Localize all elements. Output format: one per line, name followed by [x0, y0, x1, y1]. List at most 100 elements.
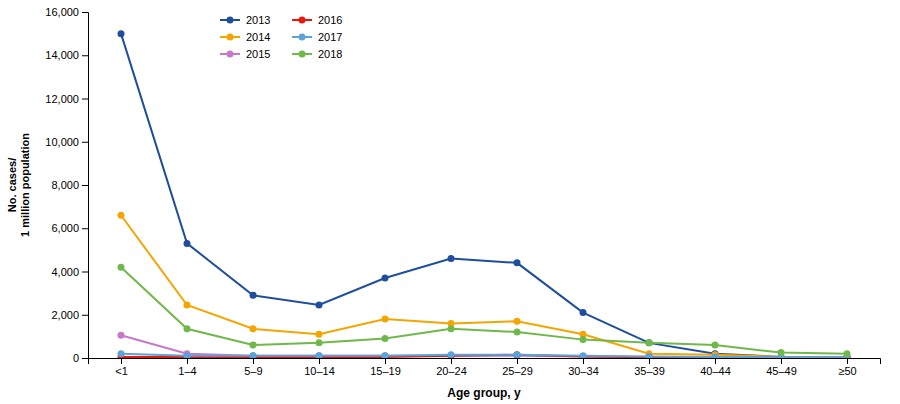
- tick-label: 2,000: [51, 309, 79, 321]
- marker: [646, 353, 653, 358]
- tick-mark: [82, 358, 88, 359]
- tick-mark: [187, 358, 188, 364]
- series-markers: [118, 332, 851, 358]
- tick-label: 1–4: [178, 365, 196, 377]
- marker: [712, 354, 719, 358]
- marker: [580, 352, 587, 358]
- marker: [646, 354, 653, 358]
- marker: [184, 240, 191, 247]
- series-markers: [118, 30, 851, 358]
- tick-mark: [253, 358, 254, 364]
- tick-mark: [82, 142, 88, 143]
- marker: [646, 339, 653, 346]
- marker: [316, 302, 323, 309]
- marker: [382, 352, 389, 358]
- tick: 4,000: [51, 266, 88, 278]
- tick: 5–9: [244, 358, 262, 377]
- marker: [316, 352, 323, 358]
- tick-mark: [82, 12, 88, 13]
- tick-mark: [385, 358, 386, 364]
- tick-label: 8,000: [51, 179, 79, 191]
- marker: [580, 353, 587, 358]
- marker: [580, 353, 587, 358]
- axis-line: [82, 13, 89, 359]
- legend-label: 2014: [246, 31, 270, 43]
- tick: 20–24: [436, 358, 467, 377]
- legend-label: 2015: [246, 48, 270, 60]
- marker: [580, 336, 587, 343]
- chart: 02,0004,0006,0008,00010,00012,00014,0001…: [0, 0, 900, 404]
- tick: 0: [73, 352, 88, 364]
- marker: [118, 30, 125, 37]
- tick: 15–19: [370, 358, 401, 377]
- tick: 14,000: [45, 49, 88, 61]
- legend-swatch-marker: [299, 34, 306, 41]
- axis-line: [89, 359, 881, 365]
- marker: [118, 212, 125, 219]
- series-line: [121, 354, 847, 358]
- legend-swatch-marker: [227, 17, 234, 24]
- marker: [514, 351, 521, 358]
- tick-label: 30–34: [568, 365, 599, 377]
- series-markers: [118, 351, 851, 358]
- tick-label: 5–9: [244, 365, 262, 377]
- tick-label: <1: [115, 365, 128, 377]
- tick-mark: [781, 358, 782, 364]
- tick-label: ≥50: [838, 365, 856, 377]
- legend-item: 2014: [220, 31, 270, 43]
- tick: 10–14: [304, 358, 335, 377]
- legend-item: 2018: [292, 48, 342, 60]
- marker: [448, 351, 455, 358]
- marker: [712, 342, 719, 349]
- marker: [184, 352, 191, 358]
- tick: ≥50: [838, 358, 856, 377]
- tick: <1: [115, 358, 128, 377]
- tick-mark: [649, 358, 650, 364]
- tick: 6,000: [51, 222, 88, 234]
- tick-label: 25–29: [502, 365, 533, 377]
- tick-mark: [121, 358, 122, 364]
- plot-area: [118, 30, 851, 358]
- marker: [118, 332, 125, 339]
- legend-swatch-marker: [227, 51, 234, 58]
- tick-mark: [319, 358, 320, 364]
- marker: [514, 329, 521, 336]
- tick-label: 10–14: [304, 365, 335, 377]
- marker: [844, 350, 851, 357]
- tick-label: 6,000: [51, 222, 79, 234]
- tick: 45–49: [766, 358, 797, 377]
- marker: [118, 350, 125, 357]
- legend-swatch-marker: [227, 34, 234, 41]
- legend-label: 2013: [246, 14, 270, 26]
- marker: [712, 353, 719, 358]
- legend-item: 2017: [292, 31, 342, 43]
- series-markers: [118, 212, 851, 358]
- marker: [250, 292, 257, 299]
- marker: [448, 255, 455, 262]
- tick: 35–39: [634, 358, 665, 377]
- marker: [382, 335, 389, 342]
- legend-swatch-marker: [299, 17, 306, 24]
- tick-mark: [517, 358, 518, 364]
- x-axis: <11–45–910–1415–1920–2425–2930–3435–3940…: [89, 358, 881, 377]
- y-axis: 02,0004,0006,0008,00010,00012,00014,0001…: [45, 6, 88, 364]
- tick-label: 14,000: [45, 49, 79, 61]
- marker: [382, 316, 389, 323]
- legend: 2013 2014 2015 2016 2017 2018: [220, 14, 342, 60]
- legend-label: 2018: [318, 48, 342, 60]
- marker: [448, 325, 455, 332]
- x-axis-title: Age group, y: [447, 386, 521, 400]
- tick: 25–29: [502, 358, 533, 377]
- tick-label: 20–24: [436, 365, 467, 377]
- tick: 8,000: [51, 179, 88, 191]
- tick-mark: [82, 272, 88, 273]
- series-line: [121, 267, 847, 354]
- legend-item: 2016: [292, 14, 342, 26]
- marker: [316, 331, 323, 338]
- legend-item: 2013: [220, 14, 270, 26]
- legend-label: 2016: [318, 14, 342, 26]
- tick: 12,000: [45, 93, 88, 105]
- marker: [646, 353, 653, 358]
- tick-mark: [82, 185, 88, 186]
- legend-swatch-marker: [299, 51, 306, 58]
